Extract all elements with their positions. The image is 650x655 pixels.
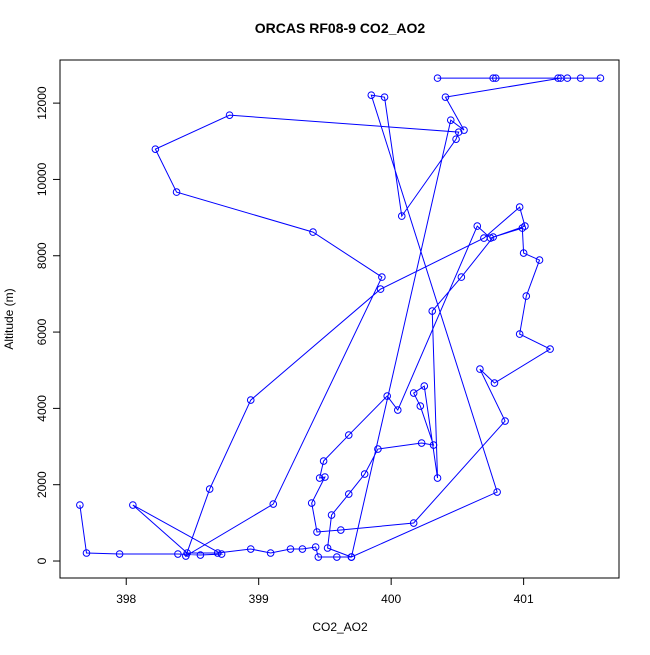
point bbox=[397, 212, 406, 220]
point bbox=[522, 292, 531, 300]
point bbox=[416, 402, 425, 410]
point bbox=[307, 499, 316, 507]
y-tick-label: 0 bbox=[35, 557, 49, 564]
y-tick-label: 4000 bbox=[35, 395, 49, 422]
x-tick-label: 401 bbox=[514, 592, 534, 606]
point bbox=[374, 445, 382, 453]
point bbox=[409, 389, 418, 397]
point bbox=[476, 365, 484, 373]
point bbox=[246, 545, 255, 553]
point bbox=[409, 519, 418, 527]
point bbox=[344, 431, 353, 439]
point bbox=[174, 550, 182, 558]
point bbox=[323, 544, 332, 552]
point bbox=[393, 406, 402, 414]
y-tick-label: 12000 bbox=[35, 86, 49, 120]
point bbox=[429, 441, 438, 449]
y-tick-label: 2000 bbox=[35, 471, 49, 498]
point bbox=[420, 382, 429, 390]
point bbox=[182, 552, 190, 560]
x-tick-label: 399 bbox=[249, 592, 269, 606]
y-tick-label: 8000 bbox=[35, 242, 49, 269]
point bbox=[546, 345, 554, 353]
point bbox=[360, 470, 369, 478]
point bbox=[378, 273, 386, 281]
point bbox=[376, 285, 385, 293]
point bbox=[344, 490, 353, 498]
point bbox=[576, 74, 585, 82]
point bbox=[213, 549, 222, 557]
point bbox=[596, 74, 605, 82]
x-axis-label: CO2_AO2 bbox=[312, 620, 368, 634]
point bbox=[172, 188, 181, 196]
x-tick-label: 400 bbox=[381, 592, 401, 606]
x-tick-label: 398 bbox=[116, 592, 136, 606]
point bbox=[501, 417, 509, 425]
point bbox=[490, 379, 499, 387]
point bbox=[327, 511, 336, 519]
point bbox=[347, 553, 356, 561]
point bbox=[311, 543, 320, 551]
point bbox=[82, 549, 91, 557]
y-axis-label: Altitude (m) bbox=[2, 288, 16, 349]
point bbox=[337, 526, 345, 534]
point bbox=[433, 474, 442, 482]
point bbox=[314, 553, 323, 561]
point bbox=[205, 485, 214, 493]
point bbox=[563, 74, 572, 82]
point bbox=[286, 545, 295, 553]
point bbox=[313, 528, 321, 536]
point bbox=[315, 474, 324, 482]
plot-frame bbox=[59, 59, 620, 579]
point bbox=[428, 307, 437, 315]
point bbox=[225, 111, 234, 119]
point bbox=[454, 128, 463, 136]
point bbox=[480, 234, 488, 242]
point bbox=[535, 256, 544, 264]
point bbox=[493, 488, 501, 496]
point bbox=[380, 93, 389, 101]
y-tick-label: 10000 bbox=[35, 162, 49, 196]
point bbox=[151, 145, 160, 153]
chart-title: ORCAS RF08-9 CO2_AO2 bbox=[255, 20, 426, 36]
point bbox=[383, 392, 391, 400]
point bbox=[446, 116, 455, 124]
point bbox=[321, 473, 329, 481]
series-line bbox=[79, 77, 601, 558]
point bbox=[492, 74, 500, 82]
point bbox=[76, 501, 84, 509]
point bbox=[266, 549, 275, 557]
point bbox=[115, 550, 124, 558]
point bbox=[269, 500, 278, 508]
point bbox=[217, 550, 226, 558]
point bbox=[515, 203, 524, 211]
point bbox=[554, 74, 562, 82]
point bbox=[333, 553, 341, 561]
point bbox=[298, 545, 307, 553]
point bbox=[417, 439, 426, 447]
point bbox=[457, 273, 466, 281]
point bbox=[515, 330, 524, 338]
point bbox=[460, 126, 468, 134]
point bbox=[319, 457, 328, 465]
point bbox=[521, 222, 529, 230]
point bbox=[489, 74, 497, 82]
point bbox=[473, 222, 482, 230]
point bbox=[309, 228, 317, 236]
point bbox=[519, 249, 528, 257]
point bbox=[452, 135, 460, 143]
point bbox=[196, 551, 205, 559]
y-tick-label: 6000 bbox=[35, 318, 49, 345]
point bbox=[129, 501, 137, 509]
point bbox=[433, 74, 442, 82]
point bbox=[246, 396, 255, 404]
point bbox=[367, 91, 376, 99]
point bbox=[441, 93, 450, 101]
